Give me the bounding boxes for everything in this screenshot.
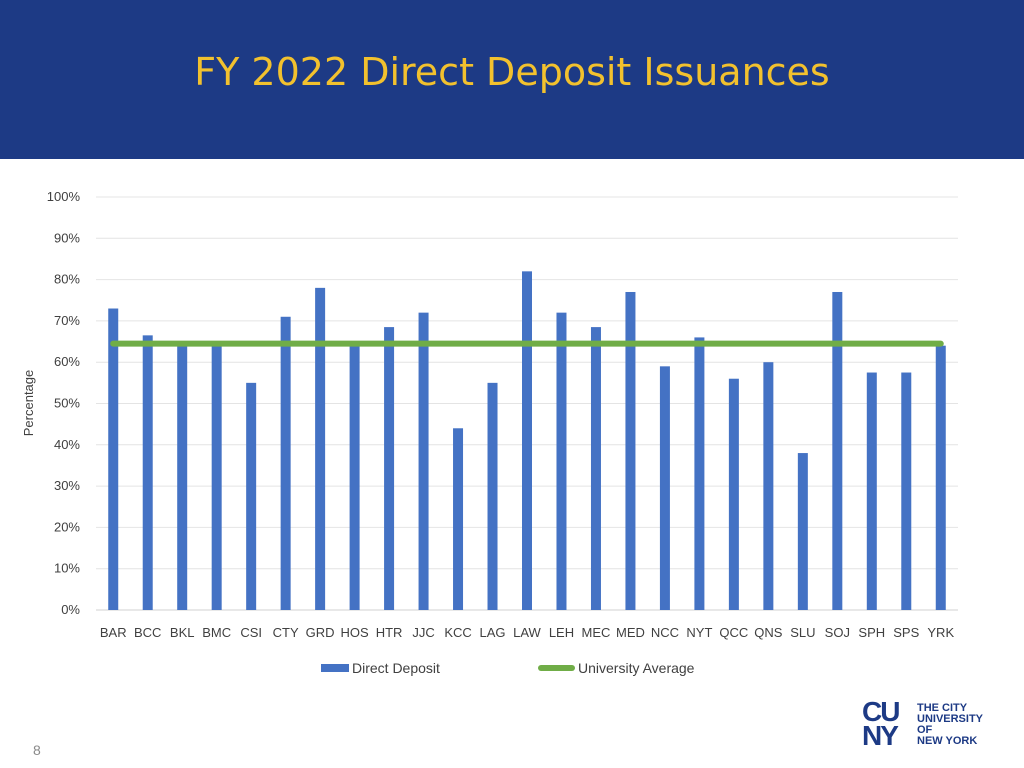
x-tick-label: BCC bbox=[134, 625, 161, 640]
slide-header bbox=[0, 0, 1024, 159]
x-tick-label: SOJ bbox=[825, 625, 850, 640]
x-tick-label: GRD bbox=[306, 625, 335, 640]
direct-deposit-chart: 0% 10% 20% 30% 40% 50% 60% 70% 80% 90% 100% Percen… bbox=[21, 189, 958, 676]
x-tick-label: LAW bbox=[513, 625, 541, 640]
x-tick-label: CTY bbox=[273, 625, 299, 640]
legend-label-direct-deposit: Direct Deposit bbox=[352, 660, 440, 676]
direct-deposit-bars bbox=[108, 271, 946, 610]
x-tick-label: HOS bbox=[341, 625, 370, 640]
bar-kcc bbox=[453, 428, 464, 610]
x-tick-label: QCC bbox=[719, 625, 748, 640]
x-tick-label: KCC bbox=[444, 625, 471, 640]
y-tick-label: 30% bbox=[54, 478, 80, 493]
x-tick-label: MEC bbox=[582, 625, 611, 640]
slide-title: FY 2022 Direct Deposit Issuances bbox=[194, 50, 830, 94]
x-tick-label: BMC bbox=[202, 625, 231, 640]
bar-qns bbox=[763, 362, 774, 610]
bar-mec bbox=[590, 327, 601, 610]
x-tick-label: HTR bbox=[376, 625, 403, 640]
y-tick-label: 70% bbox=[54, 313, 80, 328]
bar-bkl bbox=[177, 343, 188, 610]
bar-htr bbox=[384, 327, 395, 610]
y-tick-label: 20% bbox=[54, 519, 80, 534]
bar-slu bbox=[797, 453, 808, 610]
legend-label-university-average: University Average bbox=[578, 660, 695, 676]
cuny-logo: CU NY THE CITY UNIVERSITY OF NEW YORK bbox=[862, 696, 992, 756]
bar-nyt bbox=[694, 337, 705, 610]
x-tick-label: SLU bbox=[790, 625, 815, 640]
y-tick-label: 40% bbox=[54, 437, 80, 452]
x-tick-label: NYT bbox=[686, 625, 712, 640]
y-tick-label: 0% bbox=[61, 602, 80, 617]
x-tick-label: NCC bbox=[651, 625, 679, 640]
legend-swatch-direct-deposit bbox=[321, 664, 349, 672]
bar-bar bbox=[108, 308, 119, 610]
bar-lag bbox=[487, 382, 498, 610]
x-tick-label: SPH bbox=[858, 625, 885, 640]
x-tick-label: CSI bbox=[240, 625, 262, 640]
bar-law bbox=[522, 271, 532, 610]
x-tick-label: JJC bbox=[412, 625, 434, 640]
y-axis-tick-labels: 0% 10% 20% 30% 40% 50% 60% 70% 80% 90% 100% bbox=[47, 189, 81, 617]
y-tick-label: 80% bbox=[54, 272, 80, 287]
bar-csi bbox=[246, 382, 257, 610]
x-tick-label: SPS bbox=[893, 625, 919, 640]
bar-grd bbox=[315, 287, 326, 610]
x-tick-label: MED bbox=[616, 625, 645, 640]
bar-bmc bbox=[211, 343, 222, 610]
y-tick-label: 10% bbox=[54, 561, 80, 576]
bar-yrk bbox=[935, 345, 946, 610]
y-tick-label: 50% bbox=[54, 396, 80, 411]
y-tick-label: 100% bbox=[47, 189, 81, 204]
x-axis-category-labels: BAR BCC BKL BMC CSI CTY GRD HOS HTR JJC KCC LAG LAW L… bbox=[100, 625, 955, 640]
bar-ncc bbox=[659, 366, 670, 610]
y-tick-label: 60% bbox=[54, 354, 80, 369]
y-axis-label: Percentage bbox=[21, 370, 36, 437]
bar-med bbox=[625, 291, 636, 610]
x-tick-label: LAG bbox=[480, 625, 506, 640]
x-tick-label: BKL bbox=[170, 625, 195, 640]
bar-qcc bbox=[728, 378, 739, 610]
cuny-logo-mark: CU NY bbox=[862, 696, 900, 751]
x-tick-label: LEH bbox=[549, 625, 574, 640]
bar-jjc bbox=[418, 312, 429, 610]
x-tick-label: BAR bbox=[100, 625, 127, 640]
cuny-logo-text: THE CITY UNIVERSITY OF NEW YORK bbox=[917, 702, 984, 747]
x-tick-label: YRK bbox=[927, 625, 954, 640]
bar-soj bbox=[832, 291, 843, 610]
page-number: 8 bbox=[33, 742, 41, 758]
chart-legend: Direct Deposit University Average bbox=[321, 660, 695, 676]
bar-cty bbox=[280, 316, 291, 610]
y-tick-label: 90% bbox=[54, 230, 80, 245]
bar-leh bbox=[556, 312, 567, 610]
bar-sph bbox=[866, 372, 877, 610]
bar-bcc bbox=[142, 335, 153, 610]
bar-sps bbox=[901, 372, 912, 610]
bar-hos bbox=[349, 343, 360, 610]
x-tick-label: QNS bbox=[754, 625, 783, 640]
